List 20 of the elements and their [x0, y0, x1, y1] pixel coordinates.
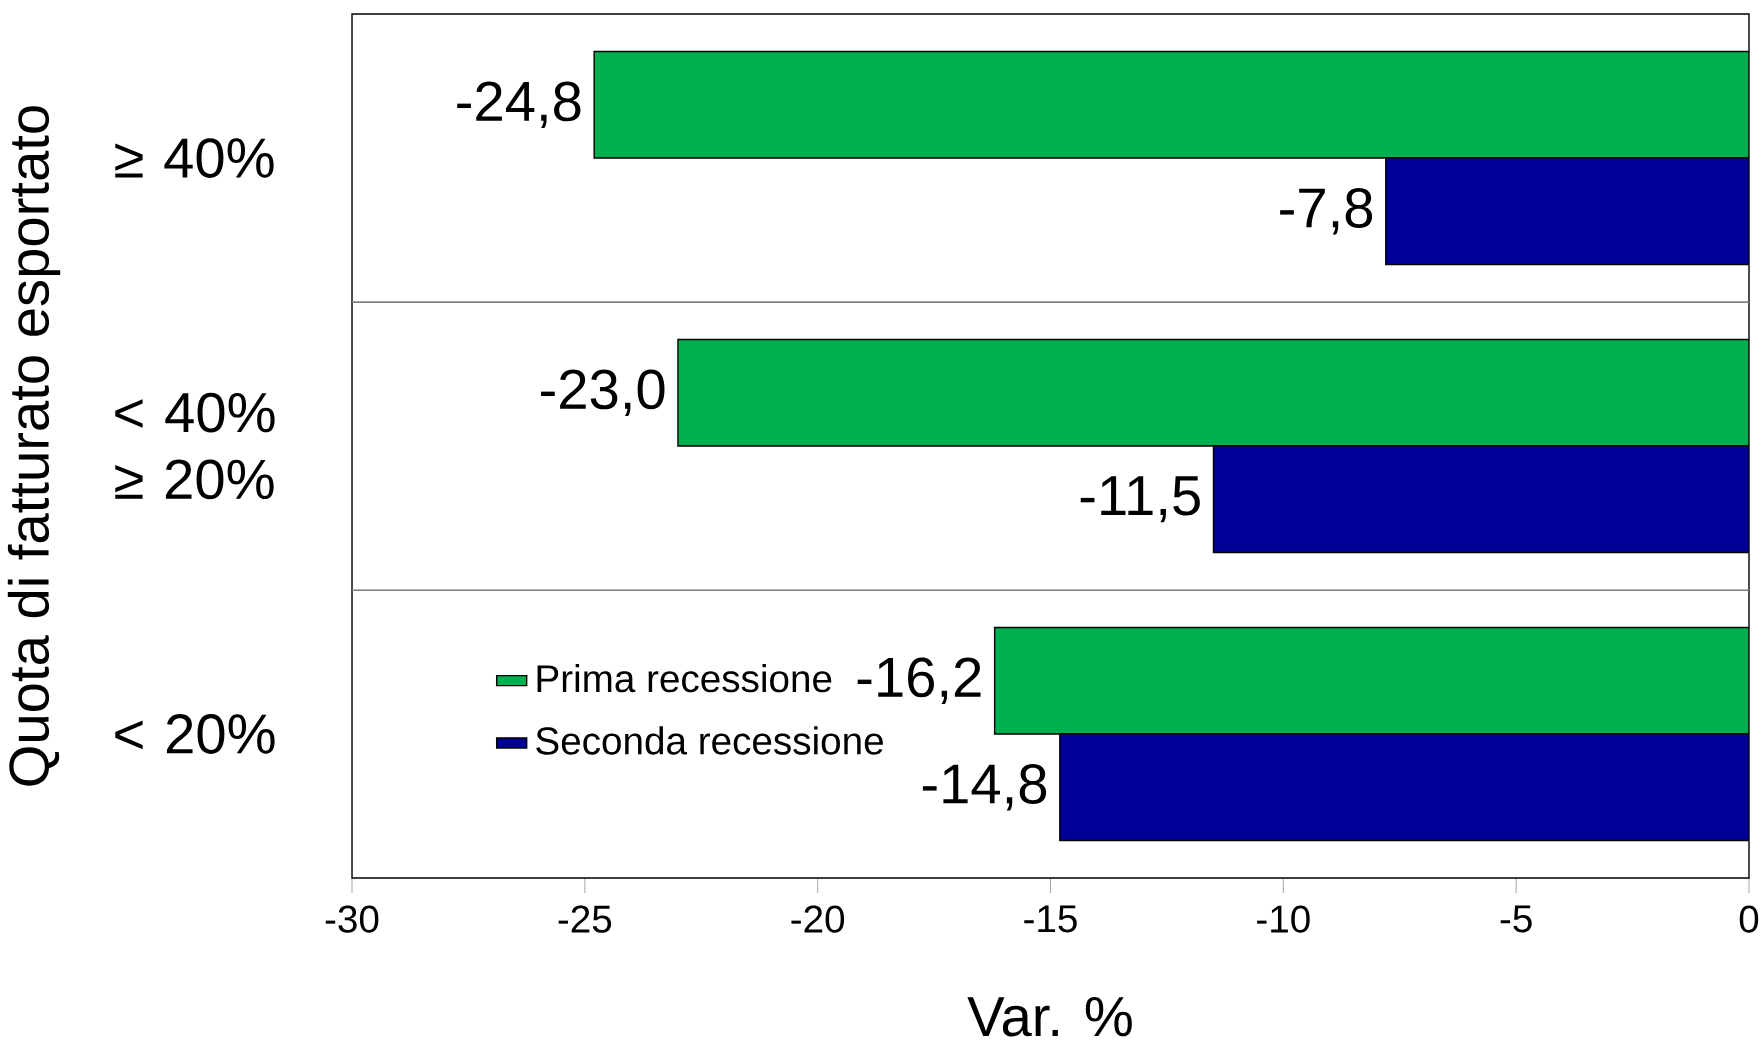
legend-label: Seconda recessione	[536, 726, 883, 755]
data-label: -16,2	[857, 657, 981, 704]
data-label: -24,8	[457, 81, 581, 128]
y-tick-label: ≥ 40%	[115, 138, 274, 178]
x-tick-label: -5	[1500, 905, 1532, 933]
x-tick-label: -30	[325, 905, 379, 933]
x-tick-label: 0	[1739, 905, 1759, 933]
y-tick-label: < 40% ≥ 20%	[115, 392, 275, 500]
x-tick-label: -25	[558, 905, 612, 933]
data-label: -11,5	[1080, 476, 1200, 523]
y-axis-title: Quota di fatturato esportato	[7, 106, 61, 786]
legend-label: Prima recessione	[537, 663, 832, 693]
data-label: -23,0	[541, 369, 665, 416]
x-tick-label: -15	[1024, 905, 1077, 933]
x-tick-label: -20	[791, 905, 845, 933]
x-tick-label: -10	[1257, 905, 1310, 933]
data-label: -7,8	[1280, 188, 1373, 235]
data-label: -14,8	[922, 764, 1047, 811]
x-axis-title: Var. %	[967, 996, 1132, 1037]
y-tick-label: < 20%	[115, 714, 275, 754]
